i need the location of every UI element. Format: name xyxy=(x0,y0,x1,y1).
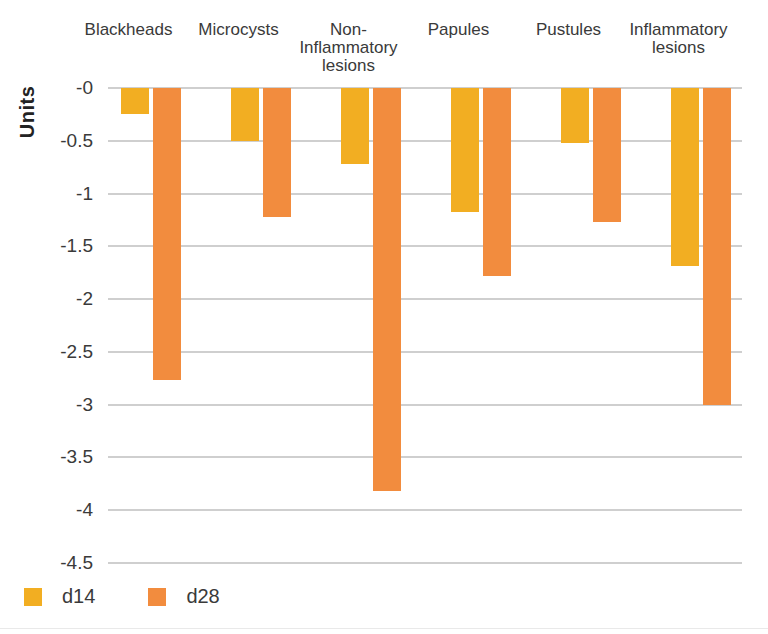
gridline xyxy=(108,351,742,353)
bar-d14-pustules xyxy=(561,88,589,143)
bottom-divider xyxy=(0,628,768,629)
gridline xyxy=(108,562,742,564)
bar-d28-non-inflammatory-lesions xyxy=(373,88,401,491)
gridline xyxy=(108,509,742,511)
bar-chart: Units -0-0.5-1-1.5-2-2.5-3-3.5-4-4.5Blac… xyxy=(0,0,768,634)
bar-d14-non-inflammatory-lesions xyxy=(341,88,369,164)
y-tick-label: -3.5 xyxy=(20,446,93,468)
gridline xyxy=(108,140,742,142)
legend: d14 d28 xyxy=(24,585,220,608)
category-label-line: Inflammatory xyxy=(274,39,424,57)
category-label-line: lesions xyxy=(274,57,424,75)
y-tick-label: -1.5 xyxy=(20,235,93,257)
y-tick-label: -4.5 xyxy=(20,552,93,574)
gridline xyxy=(108,87,742,89)
gridline xyxy=(108,298,742,300)
y-tick-label: -1 xyxy=(20,183,93,205)
category-label-line: Inflammatory xyxy=(604,21,754,39)
legend-label-d14: d14 xyxy=(62,585,95,608)
category-label-line: lesions xyxy=(604,39,754,57)
y-tick-label: -4 xyxy=(20,499,93,521)
bar-d28-papules xyxy=(483,88,511,276)
gridline xyxy=(108,193,742,195)
bar-d28-blackheads xyxy=(153,88,181,380)
legend-swatch-d14 xyxy=(24,588,42,606)
bar-d28-pustules xyxy=(593,88,621,222)
legend-label-d28: d28 xyxy=(186,585,219,608)
gridline xyxy=(108,245,742,247)
bar-d28-microcysts xyxy=(263,88,291,217)
gridline xyxy=(108,456,742,458)
y-tick-label: -0.5 xyxy=(20,130,93,152)
y-tick-label: -2 xyxy=(20,288,93,310)
y-tick-label: -0 xyxy=(20,77,93,99)
bar-d14-inflammatory-lesions xyxy=(671,88,699,266)
gridline xyxy=(108,404,742,406)
bar-d14-blackheads xyxy=(121,88,149,114)
legend-swatch-d28 xyxy=(148,588,166,606)
bar-d14-papules xyxy=(451,88,479,212)
bar-d28-inflammatory-lesions xyxy=(703,88,731,405)
y-tick-label: -3 xyxy=(20,394,93,416)
y-tick-label: -2.5 xyxy=(20,341,93,363)
bar-d14-microcysts xyxy=(231,88,259,141)
category-label: Inflammatorylesions xyxy=(604,21,754,57)
